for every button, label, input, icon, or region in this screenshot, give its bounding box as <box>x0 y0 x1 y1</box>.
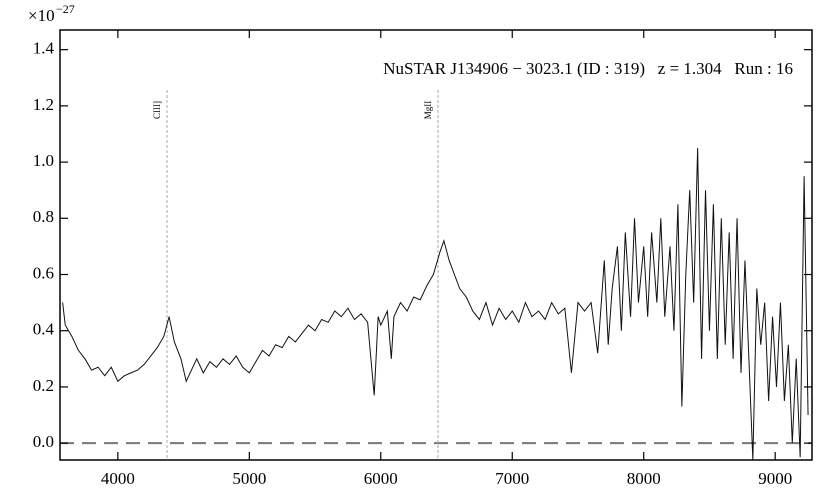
y-scale-exponent: −27 <box>56 2 75 16</box>
y-tick-label: 1.2 <box>33 95 54 114</box>
y-scale-base: ×10 <box>28 6 55 25</box>
y-tick-label: 0.0 <box>33 432 54 451</box>
y-tick-label: 0.8 <box>33 207 54 226</box>
y-tick-label: 0.6 <box>33 263 54 282</box>
x-tick-label: 4000 <box>101 469 135 488</box>
x-tick-label: 8000 <box>627 469 661 488</box>
y-tick-label: 0.4 <box>33 320 55 339</box>
x-tick-label: 6000 <box>364 469 398 488</box>
x-tick-label: 7000 <box>495 469 529 488</box>
annotation-label: CIII] <box>152 101 162 119</box>
y-tick-label: 1.4 <box>33 39 55 58</box>
plot-frame <box>59 29 813 461</box>
y-tick-label: 1.0 <box>33 151 54 170</box>
y-tick-label: 0.2 <box>33 376 54 395</box>
x-tick-label: 5000 <box>232 469 266 488</box>
spectrum-line <box>62 148 809 461</box>
annotation-label: MgII <box>423 101 433 120</box>
x-tick-label: 9000 <box>758 469 792 488</box>
chart-title: NuSTAR J134906 − 3023.1 (ID : 319) z = 1… <box>383 59 793 78</box>
